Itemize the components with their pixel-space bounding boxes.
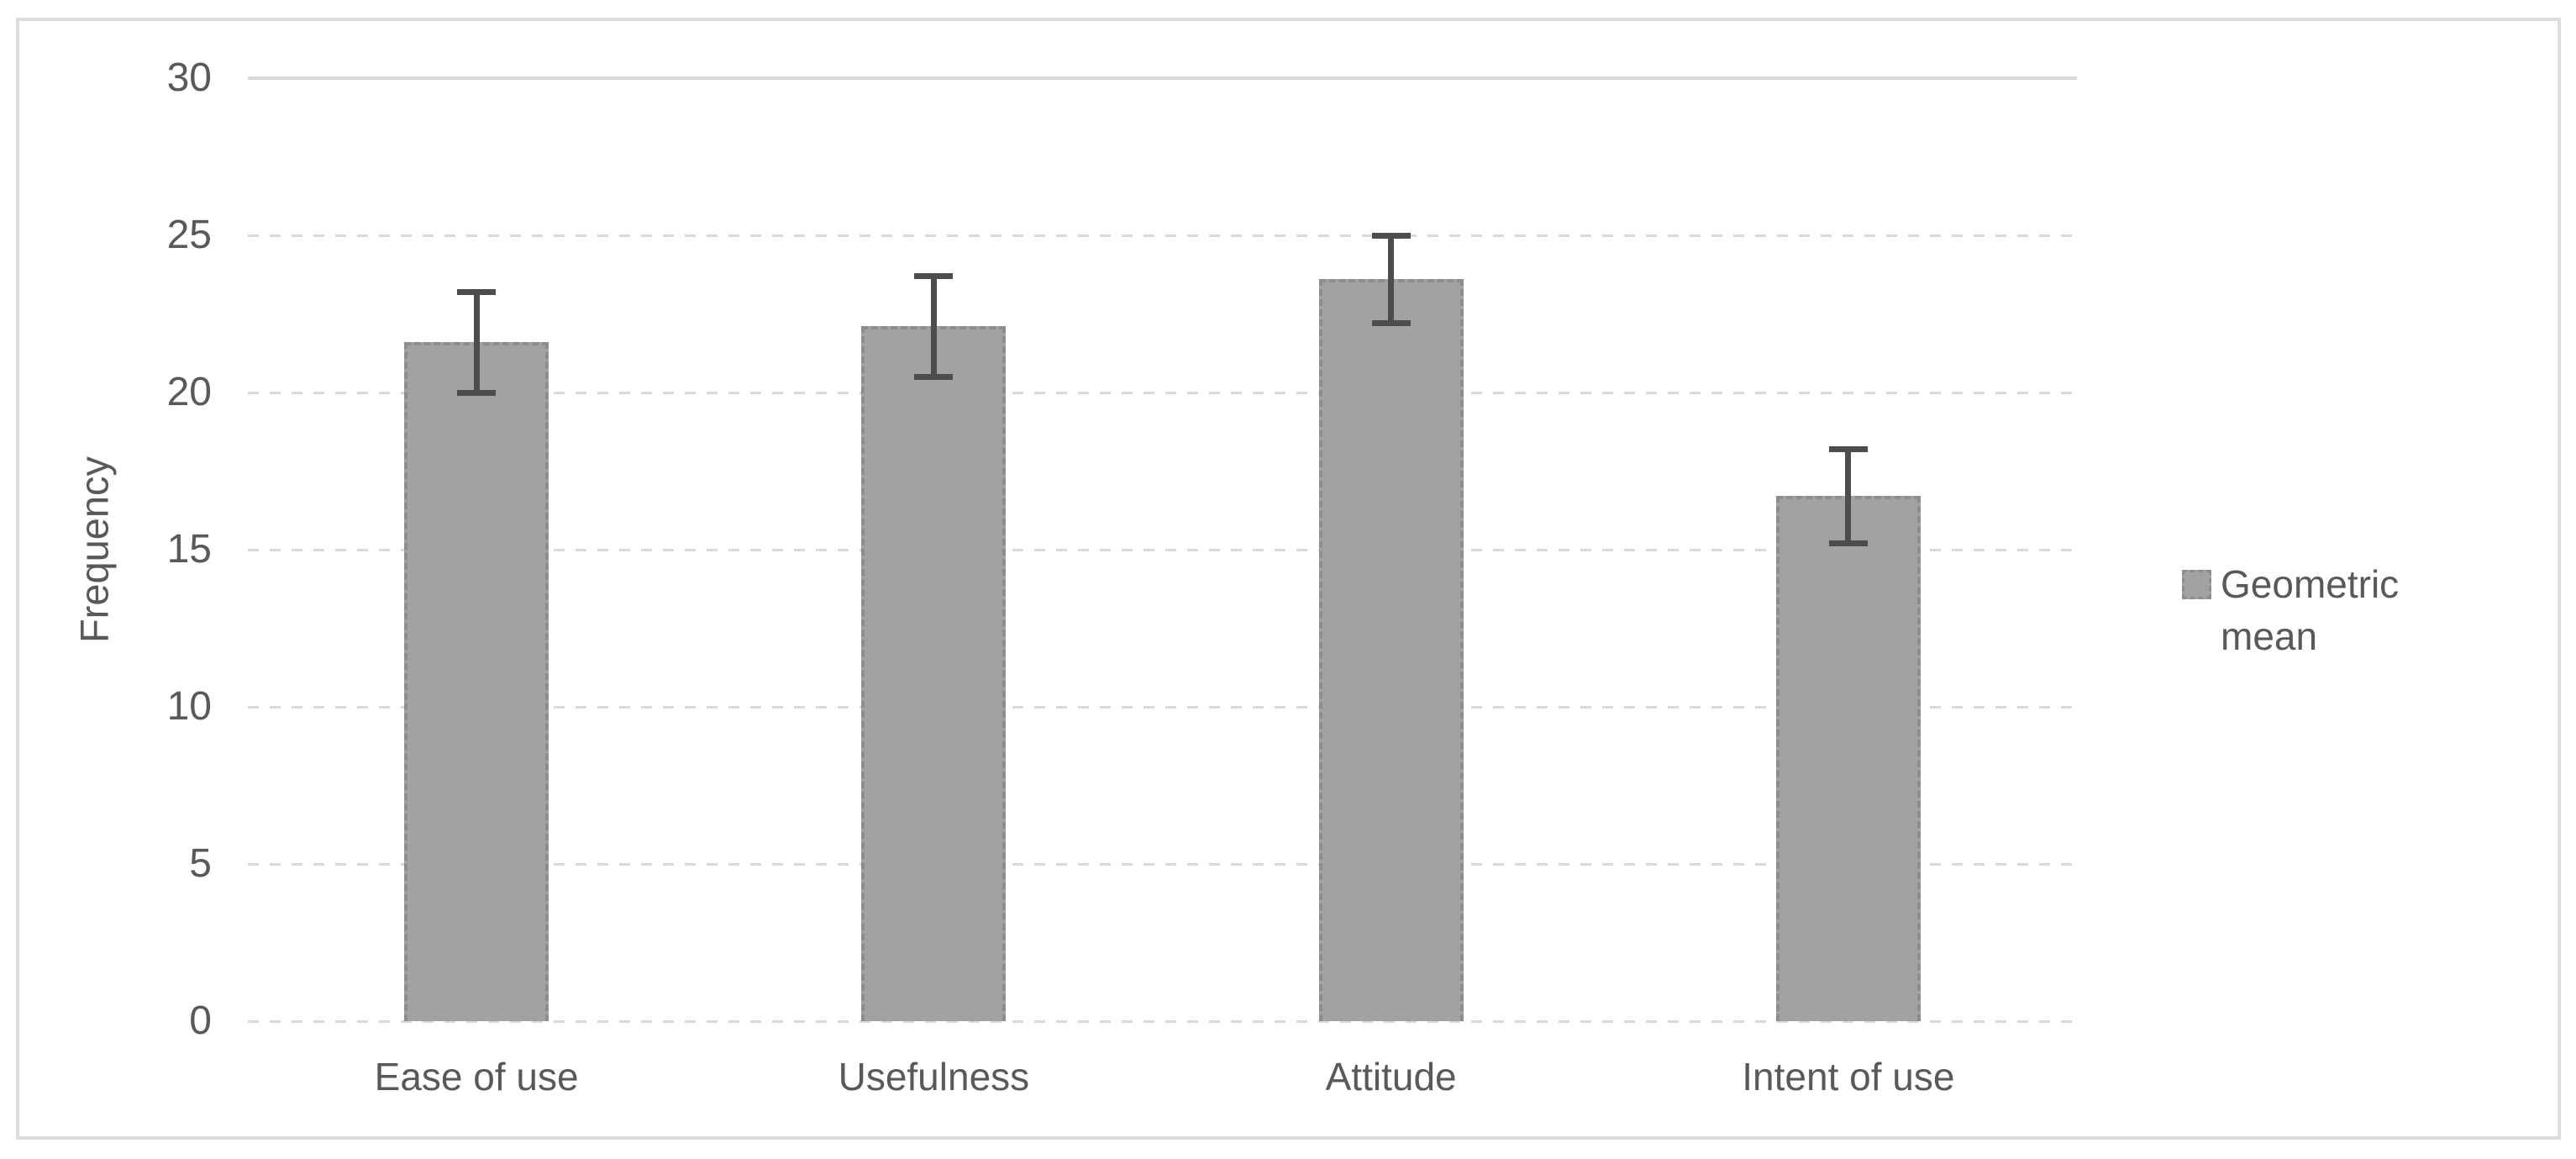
x-category-label-intent-of-use: Intent of use (1742, 1055, 1955, 1098)
error-bar-cap-top-ease-of-use (457, 288, 497, 295)
bar-ease-of-use (404, 342, 549, 1021)
legend: Geometric mean (2182, 558, 2447, 662)
bar-attitude (1318, 279, 1464, 1021)
error-bar-cap-bottom-ease-of-use (457, 389, 497, 396)
x-category-label-attitude: Attitude (1325, 1055, 1457, 1098)
error-bar-cap-bottom-attitude (1371, 320, 1411, 327)
gridline-25 (248, 234, 2077, 237)
bar-intent-of-use (1775, 496, 1921, 1021)
error-bar-stem-usefulness (930, 276, 937, 377)
legend-label: Geometric mean (2221, 562, 2400, 658)
gridline-30 (248, 76, 2077, 80)
gridline-10 (248, 705, 2077, 709)
x-category-label-ease-of-use: Ease of use (374, 1055, 579, 1098)
gridline-5 (248, 862, 2077, 866)
chart-frame-border (16, 18, 2561, 1140)
y-tick-label-20: 20 (166, 370, 212, 414)
y-tick-label-30: 30 (166, 55, 212, 100)
gridline-15 (248, 548, 2077, 551)
gridline-0 (248, 1019, 2077, 1023)
error-bar-cap-top-attitude (1371, 232, 1411, 239)
error-bar-cap-top-intent-of-use (1828, 445, 1868, 452)
y-tick-label-5: 5 (189, 841, 212, 886)
x-category-label-usefulness: Usefulness (838, 1055, 1030, 1098)
error-bar-stem-intent-of-use (1845, 449, 1852, 544)
error-bar-stem-ease-of-use (473, 292, 480, 392)
error-bar-cap-bottom-intent-of-use (1828, 540, 1868, 547)
y-tick-label-25: 25 (166, 213, 212, 257)
error-bar-cap-top-usefulness (914, 273, 954, 280)
error-bar-stem-attitude (1388, 235, 1395, 324)
legend-swatch-icon (2182, 570, 2211, 599)
y-tick-label-0: 0 (189, 998, 212, 1043)
bar-usefulness (861, 326, 1007, 1021)
gridline-20 (248, 391, 2077, 394)
y-tick-label-10: 10 (166, 684, 212, 729)
y-tick-label-15: 15 (166, 527, 212, 572)
error-bar-cap-bottom-usefulness (914, 373, 954, 380)
